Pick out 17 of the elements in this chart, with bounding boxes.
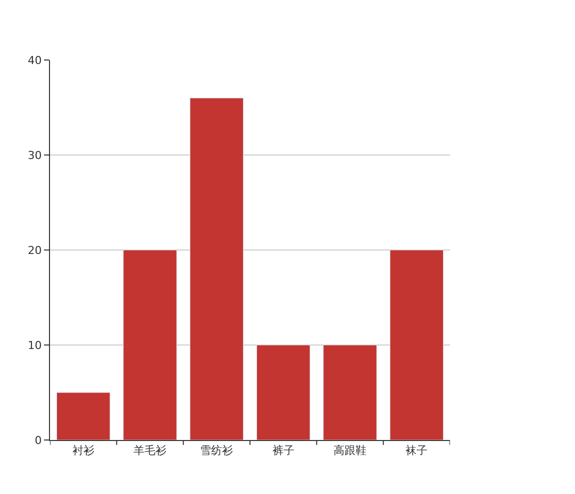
x-tick-label: 羊毛衫 [134,444,166,458]
x-tick-label: 雪纺衫 [200,444,234,458]
bar [390,250,444,440]
y-tick-label: 10 [28,338,42,352]
x-tick-label: 裤子 [272,444,294,458]
x-tick-label: 高跟鞋 [334,444,366,458]
y-tick-label: 20 [28,244,42,257]
y-tick-label: 30 [28,148,42,162]
bar [256,344,310,440]
bar [323,344,377,440]
x-tick-label: 衬衫 [72,444,94,458]
y-tick-label: 0 [34,434,42,447]
bar [123,250,177,440]
x-tick-label: 袜子 [406,444,428,458]
bar [56,392,110,440]
bar [190,98,244,440]
y-tick-label: 40 [28,54,42,67]
